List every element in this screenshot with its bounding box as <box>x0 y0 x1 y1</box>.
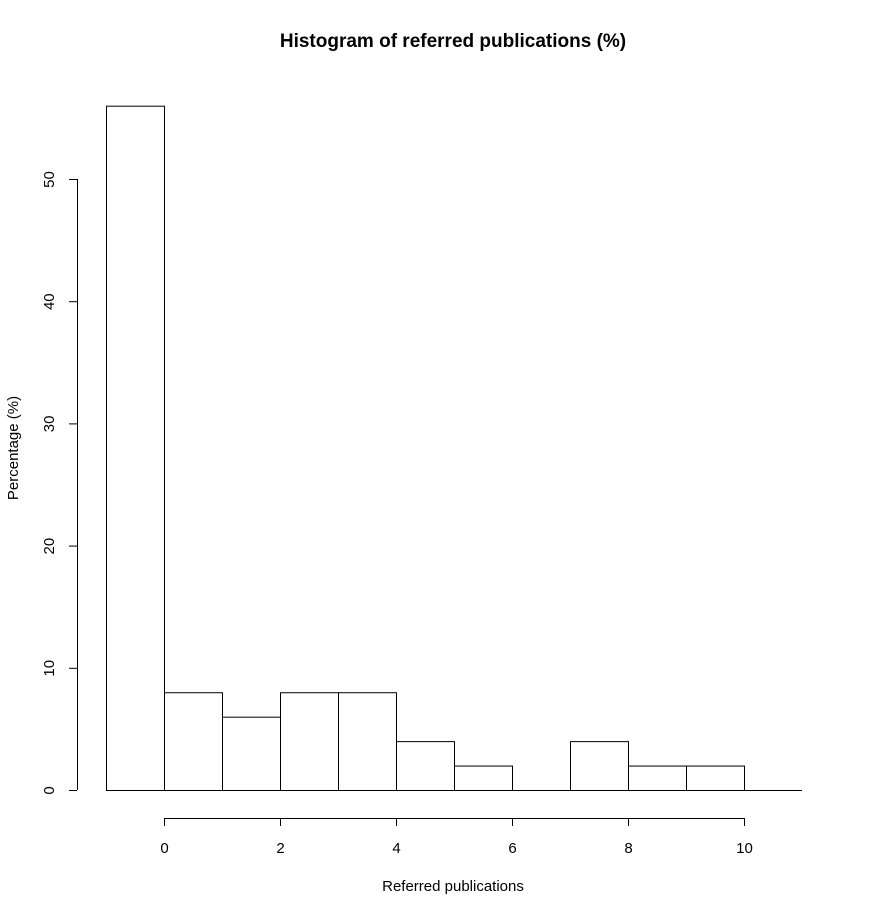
histogram-bar <box>280 692 339 791</box>
y-tick-label: 50 <box>41 171 58 188</box>
x-axis-label: Referred publications <box>382 878 524 895</box>
y-tick-label: 30 <box>41 416 58 433</box>
histogram-bar <box>338 692 397 791</box>
histogram-bar <box>222 716 281 791</box>
x-tick-label: 8 <box>624 840 632 857</box>
y-axis: 0 10 20 30 40 50 <box>41 171 78 795</box>
histogram-bar <box>396 741 455 791</box>
chart-title: Histogram of referred publications (%) <box>280 31 626 52</box>
y-tick-label: 20 <box>41 538 58 555</box>
bars-group <box>106 105 745 792</box>
x-tick-label: 10 <box>736 840 753 857</box>
x-tick-label: 6 <box>508 840 516 857</box>
histogram-bar <box>164 692 223 791</box>
x-tick-label: 4 <box>392 840 400 857</box>
y-tick-label: 10 <box>41 660 58 677</box>
x-axis: 0 2 4 6 8 10 <box>160 818 753 857</box>
histogram-bar <box>106 105 165 792</box>
y-axis-label: Percentage (%) <box>5 396 22 500</box>
y-tick-label: 0 <box>41 786 58 794</box>
x-tick-label: 0 <box>160 840 168 857</box>
y-tick-label: 40 <box>41 293 58 310</box>
histogram-bar <box>570 741 629 791</box>
histogram-bar <box>454 765 513 791</box>
x-tick-label: 2 <box>276 840 284 857</box>
histogram-bar <box>628 765 687 791</box>
histogram-bar <box>686 765 745 791</box>
